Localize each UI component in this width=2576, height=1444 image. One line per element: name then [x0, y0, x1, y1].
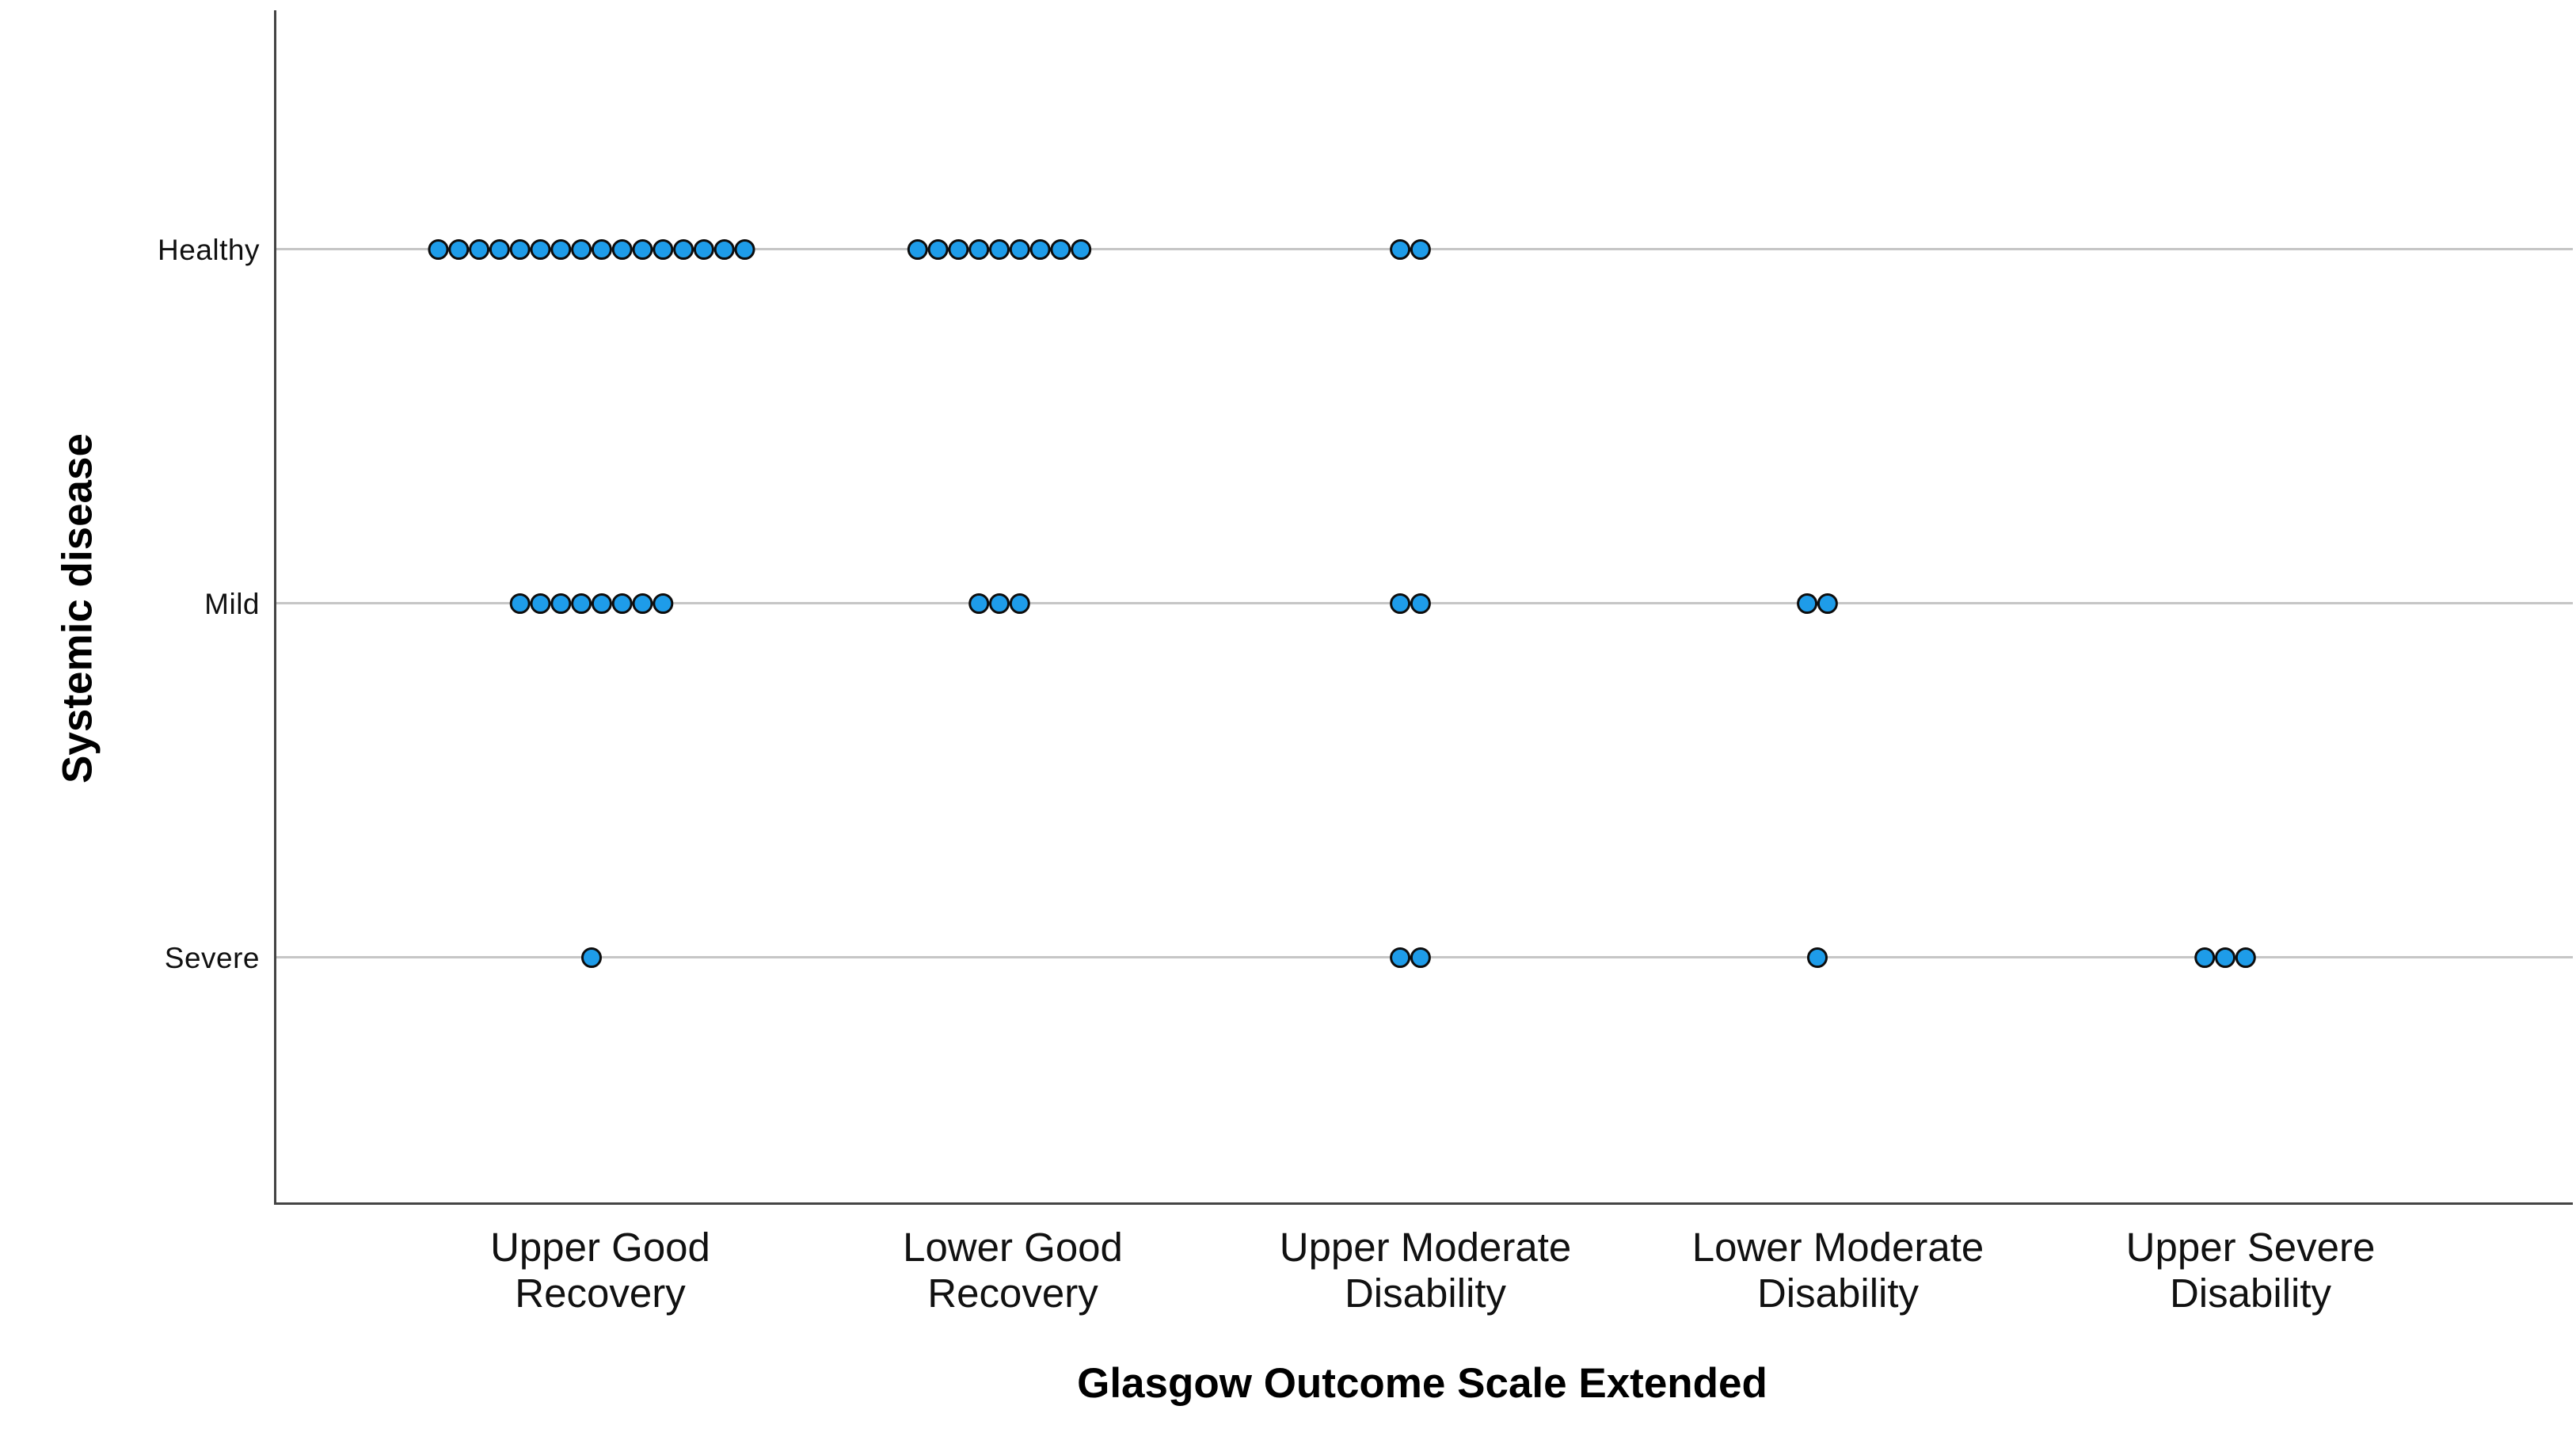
gridline-severe [276, 956, 2573, 958]
y-axis-title: Systemic disease [54, 433, 101, 783]
x-axis-title: Glasgow Outcome Scale Extended [1077, 1360, 1767, 1407]
x-tick-lower-good-recovery: Lower Good Recovery [903, 1225, 1123, 1316]
gridline-healthy [276, 248, 2573, 250]
y-tick-mild: Mild [204, 588, 260, 620]
plot-area [274, 10, 2573, 1205]
y-tick-healthy: Healthy [158, 234, 260, 266]
x-tick-lower-moderate-disability: Lower Moderate Disability [1691, 1225, 1984, 1316]
x-tick-upper-moderate-disability: Upper Moderate Disability [1279, 1225, 1572, 1316]
x-tick-upper-severe-disability: Upper Severe Disability [2125, 1225, 2376, 1316]
y-tick-severe: Severe [164, 942, 260, 974]
gridline-mild [276, 602, 2573, 604]
x-tick-upper-good-recovery: Upper Good Recovery [490, 1225, 710, 1316]
